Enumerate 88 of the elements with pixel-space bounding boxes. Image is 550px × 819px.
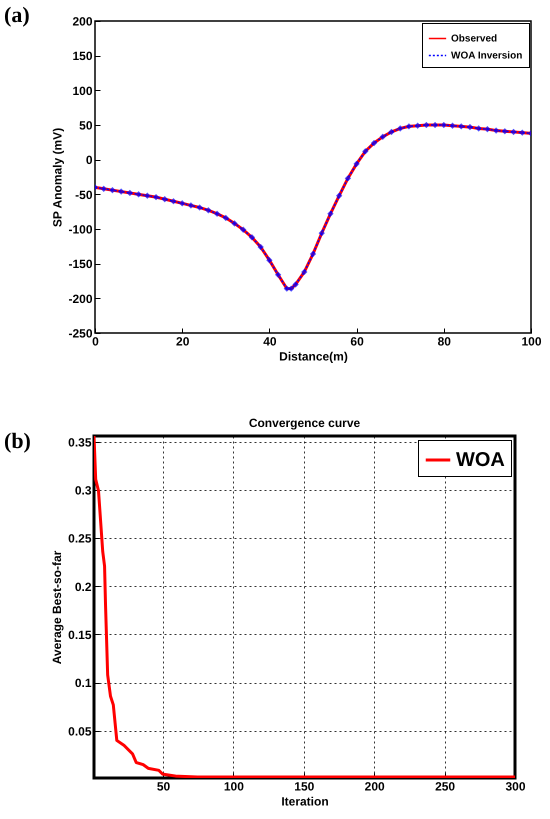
point [100,186,107,192]
y-tick-label: 150 [72,49,93,64]
point [458,123,464,130]
y-tick-label: 0.35 [68,435,92,450]
point [188,202,194,209]
x-tick-label: 250 [435,780,456,794]
point [214,210,220,217]
point [222,214,229,222]
point [327,210,334,217]
y-tick-label: 0 [86,153,93,168]
point [266,257,273,264]
x-tick-label: 50 [156,780,170,794]
point [414,122,421,129]
point [344,175,352,182]
point [288,285,294,292]
x-tick-label: 20 [176,334,190,348]
y-tick-label: 100 [72,84,93,98]
point [126,190,134,196]
y-tick-label: 0.3 [74,483,92,498]
y-tick-label: 200 [72,14,93,28]
point [362,148,368,155]
x-tick-label: 100 [521,334,542,348]
point [519,129,526,136]
point [423,122,430,128]
point [397,125,404,132]
x-tick-label: 40 [263,334,277,348]
point [380,134,386,140]
point [240,226,246,233]
point [440,122,447,128]
text: (b) [4,428,31,454]
y-tick-label: 0.1 [74,676,92,690]
y-tick-label: 0.25 [68,532,92,546]
point [492,127,500,134]
point [231,220,238,227]
legend-label: Observed [451,34,498,44]
x-tick-label: 150 [294,780,315,794]
point [510,128,517,136]
point [301,268,308,276]
x-axis-title: Distance(m) [279,350,348,364]
y-axis-title: Average Best-so-far [50,550,64,664]
point [370,140,378,146]
legend-label: WOA [456,449,505,471]
line-series [94,436,515,778]
point [484,126,491,132]
point [170,198,177,204]
x-tick-label: 100 [224,780,244,794]
point [406,123,412,130]
y-tick-label: 0.2 [74,580,92,594]
point [109,187,116,194]
chart-title: Convergence curve [248,416,361,430]
y-axis-title: SP Anomaly (mV) [50,128,64,228]
x-tick-label: 300 [505,780,526,794]
point [196,204,203,211]
point [205,207,212,214]
y-tick-label: -100 [68,222,93,236]
point [432,122,438,128]
y-tick-label: 50 [79,118,93,132]
point [388,128,395,136]
point [258,244,264,250]
x-tick-label: 80 [438,334,452,348]
point [476,125,482,132]
legend-label: WOA Inversion [451,50,522,62]
point [179,200,186,207]
y-tick-label: -150 [68,257,93,272]
point [292,281,299,288]
y-tick-label: 0.05 [68,724,92,738]
point [118,188,124,195]
x-tick-label: 60 [350,334,364,348]
y-tick-label: -50 [75,188,93,202]
point [449,122,456,129]
y-tick-label: -250 [68,326,93,340]
point [502,128,508,134]
x-axis-title: Iteration [281,794,329,808]
point [152,194,160,200]
y-tick-label: -200 [68,292,93,306]
point [318,230,325,236]
point [144,192,150,199]
point [274,272,282,278]
text: (a) [4,2,30,28]
point [248,234,256,240]
x-tick-label: 200 [364,780,386,794]
point [336,192,342,199]
point [310,250,316,258]
y-tick-label: 0.15 [68,628,92,642]
point [135,191,142,198]
point [353,160,360,167]
point [466,124,474,130]
point [162,196,168,202]
